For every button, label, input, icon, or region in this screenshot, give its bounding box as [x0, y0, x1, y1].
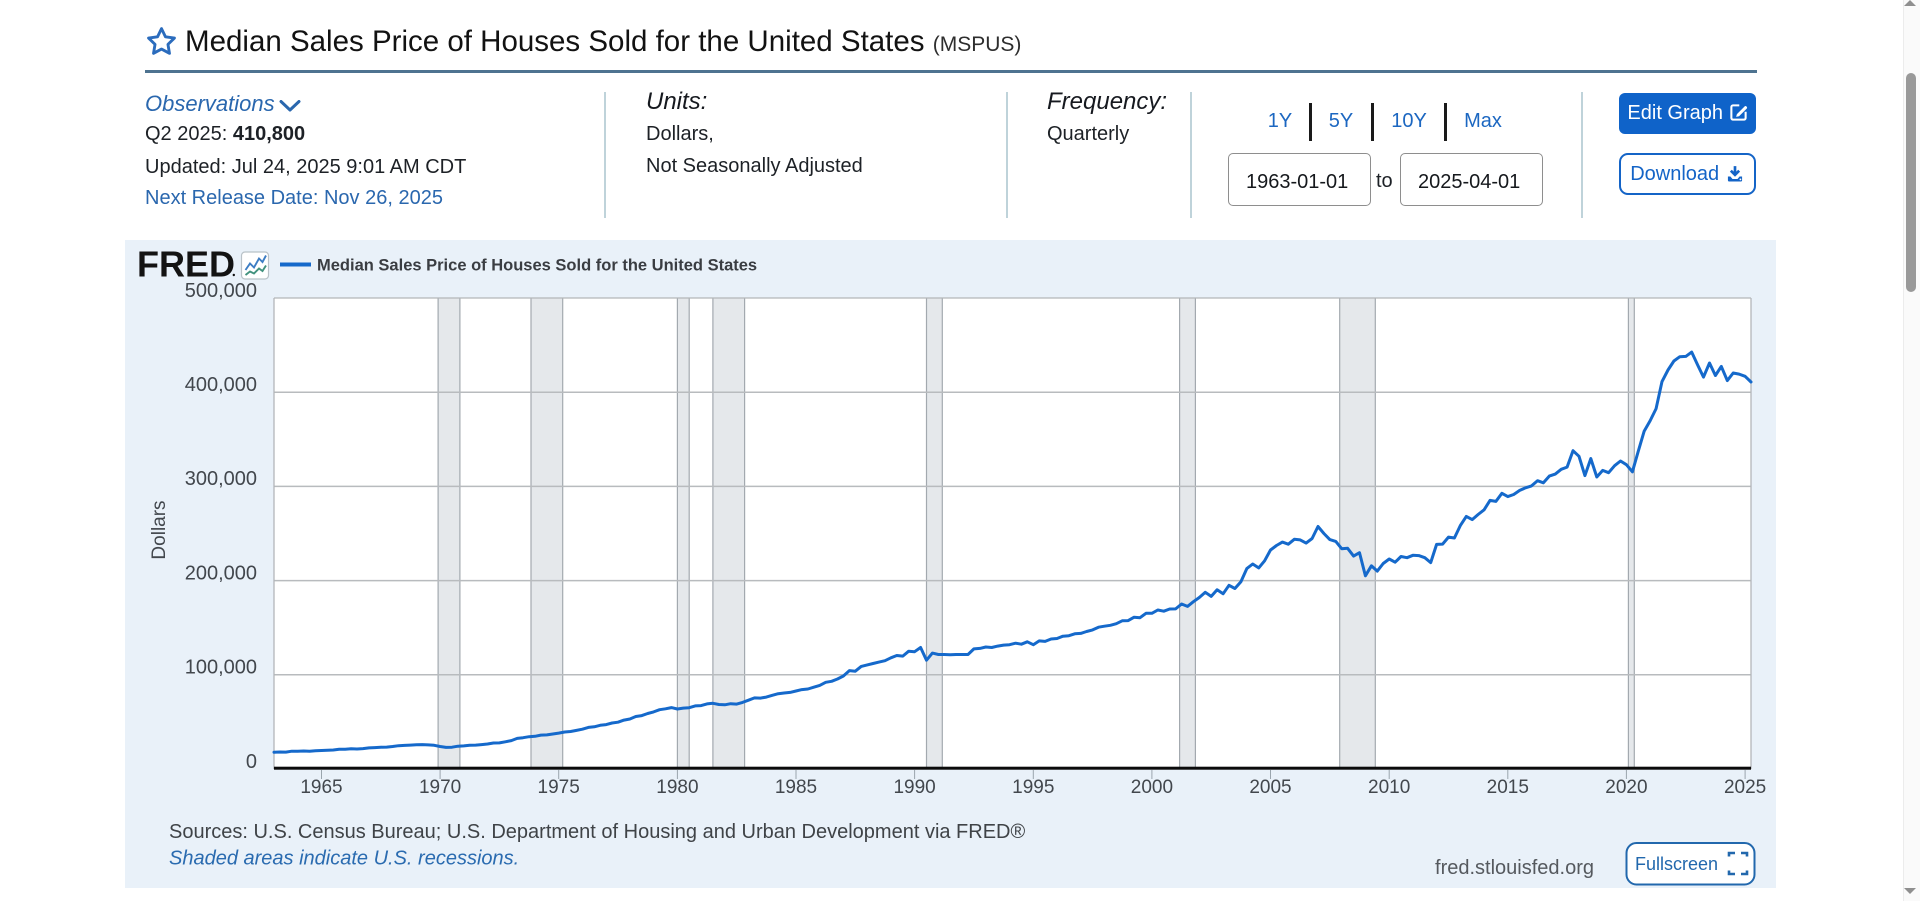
svg-text:1990: 1990 [893, 777, 935, 798]
svg-text:2000: 2000 [1131, 777, 1173, 798]
svg-text:2025: 2025 [1724, 777, 1766, 798]
svg-text:300,000: 300,000 [185, 468, 257, 490]
svg-text:Dollars: Dollars [149, 500, 170, 559]
svg-text:100,000: 100,000 [185, 657, 257, 679]
svg-text:0: 0 [246, 751, 257, 773]
svg-text:2010: 2010 [1368, 777, 1410, 798]
svg-text:200,000: 200,000 [185, 562, 257, 584]
svg-text:500,000: 500,000 [185, 280, 257, 302]
svg-text:2020: 2020 [1605, 777, 1647, 798]
svg-text:FRED: FRED [137, 244, 235, 285]
svg-text:Shaded areas indicate U.S. rec: Shaded areas indicate U.S. recessions. [169, 848, 519, 870]
svg-text:2005: 2005 [1249, 777, 1291, 798]
svg-text:1970: 1970 [419, 777, 461, 798]
svg-text:1975: 1975 [538, 777, 580, 798]
svg-text:1995: 1995 [1012, 777, 1054, 798]
svg-text:1985: 1985 [775, 777, 817, 798]
svg-text:Median Sales Price of Houses S: Median Sales Price of Houses Sold for th… [317, 257, 757, 275]
svg-text:2015: 2015 [1487, 777, 1529, 798]
svg-text:Sources: U.S. Census Bureau; U: Sources: U.S. Census Bureau; U.S. Depart… [169, 821, 1026, 843]
svg-text:Fullscreen: Fullscreen [1635, 854, 1718, 874]
svg-text:1980: 1980 [656, 777, 698, 798]
svg-text:fred.stlouisfed.org: fred.stlouisfed.org [1435, 857, 1594, 879]
svg-text:400,000: 400,000 [185, 374, 257, 396]
svg-text:1965: 1965 [300, 777, 342, 798]
